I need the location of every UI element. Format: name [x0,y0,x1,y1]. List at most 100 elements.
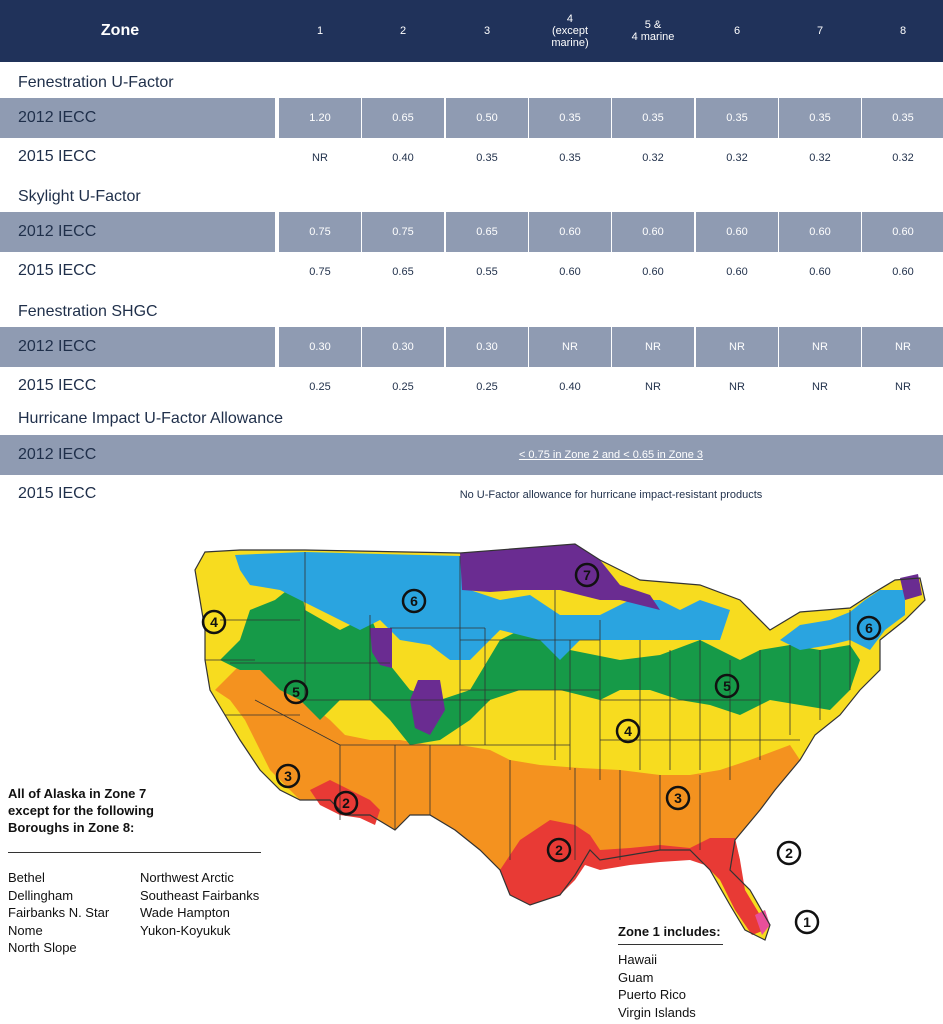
row-label: 2012 IECC [18,446,97,463]
table-cell: 0.75 [392,226,414,238]
borough-item: North Slope [8,940,77,955]
span-cell: No U-Factor allowance for hurricane impa… [459,489,763,501]
alaska-heading-line: except for the following [8,803,154,818]
span-cell: < 0.75 in Zone 2 and < 0.65 in Zone 3 [518,449,704,461]
zone-marker-label: 6 [865,620,873,636]
section-title: Hurricane Impact U-Factor Allowance [18,410,283,427]
zone2-region-gulf [500,820,765,935]
zone-marker: 4 [201,609,227,635]
value-band [612,212,694,252]
zone-column-header: 6 [733,25,741,37]
row-label-band: 2012 IECC [0,435,943,475]
zone1-divider [618,944,723,945]
value-band [446,327,528,367]
table-cell: 0.35 [892,112,914,124]
value-band [696,98,778,138]
zone-marker-label: 4 [624,723,632,739]
table-cell: 0.35 [726,112,748,124]
table-header: Zone 1 2 3 4 (except marine) 5 & 4 marine 6 7 8 [0,0,943,62]
value-band [529,98,611,138]
value-band [779,327,861,367]
table-cell: 0.40 [559,381,581,393]
zone5-region [220,580,860,745]
table-cell: 0.60 [809,226,831,238]
value-band [362,212,444,252]
zone1-title: Zone 1 includes: [618,924,721,939]
climate-zone-map: 1 2 3 4 5 6 7 2 3 4 5 6 2 [194,543,926,941]
zone1-item: Guam [618,969,654,985]
table-cell: 0.60 [559,226,581,238]
table-cell: 1.20 [309,112,331,124]
zone1-item: Hawaii [618,952,658,967]
value-band [779,98,861,138]
table-cell: 0.35 [559,152,581,164]
value-band [529,327,611,367]
row-label: 2015 IECC [18,148,97,165]
row-label: 2012 IECC [18,109,97,126]
table-cell: NR [645,341,661,353]
borough-item: Bethel [8,870,45,885]
zone-marker-label: 2 [555,842,563,858]
zone-header-label: Zone [100,22,140,39]
borough-item: Yukon-Koyukuk [140,922,231,938]
table-cell: 0.40 [392,152,414,164]
zone-column-header: 8 [899,25,907,37]
table-cell: 0.30 [476,341,498,353]
borough-item: Nome [8,922,43,938]
table-cell: 0.60 [726,226,748,238]
table-cell: 0.60 [642,266,664,278]
value-band [696,212,778,252]
zone1-item: Puerto Rico [618,987,686,1002]
table-cell: 0.60 [892,266,914,278]
table-cell: 0.35 [642,112,664,124]
row-label: 2012 IECC [18,338,97,355]
zone-marker: 6 [401,588,427,614]
zone7-region-wy [370,628,392,668]
table-cell: 0.60 [809,266,831,278]
zone-column-header: 5 & 4 marine [631,19,675,43]
borough-item: Dellingham [8,887,74,903]
zone-regions [195,544,925,940]
zone-column-header: 3 [483,25,491,37]
zone7-region-me [900,574,922,600]
table-cell: NR [895,341,911,353]
row-label-band: 2012 IECC [0,327,275,367]
table-cell: 0.25 [309,381,331,393]
table-cell: 0.35 [809,112,831,124]
zone-marker-label: 1 [803,914,811,930]
value-band [446,98,528,138]
us-outline [194,543,926,941]
table-cell: 0.35 [476,152,498,164]
zone-marker-label: 5 [723,678,731,694]
value-band [529,212,611,252]
value-band [279,327,361,367]
value-band [779,212,861,252]
zone-marker: 1 [794,909,820,935]
borough-item: Fairbanks N. Star [8,905,110,920]
table-cell: NR [645,381,661,393]
zone-marker-label: 2 [342,795,350,811]
zone-marker: 2 [333,790,359,816]
alaska-divider [8,852,261,853]
value-band [362,327,444,367]
table-cell: 0.32 [726,152,748,164]
table-cell: 0.60 [892,226,914,238]
table-cell: 0.55 [476,266,498,278]
value-band [862,327,943,367]
section-title: Skylight U-Factor [18,188,141,205]
alaska-heading-line: Boroughs in Zone 8: [8,820,135,835]
table-cell: 0.65 [476,226,498,238]
borough-item: Southeast Fairbanks [140,887,260,903]
row-label: 2012 IECC [18,223,97,240]
zone-marker: 2 [546,837,572,863]
zone-column-header: 7 [816,25,824,37]
zone1-region-fl [755,910,770,935]
zone-markers: 1 2 3 4 5 6 7 2 3 4 5 6 2 [201,562,882,935]
state-border [254,699,341,746]
table-cell: 0.25 [476,381,498,393]
zone-marker: 2 [776,840,802,866]
table-cell: NR [729,381,745,393]
table-cell: NR [895,381,911,393]
value-band [446,212,528,252]
table-cell: 0.65 [392,112,414,124]
